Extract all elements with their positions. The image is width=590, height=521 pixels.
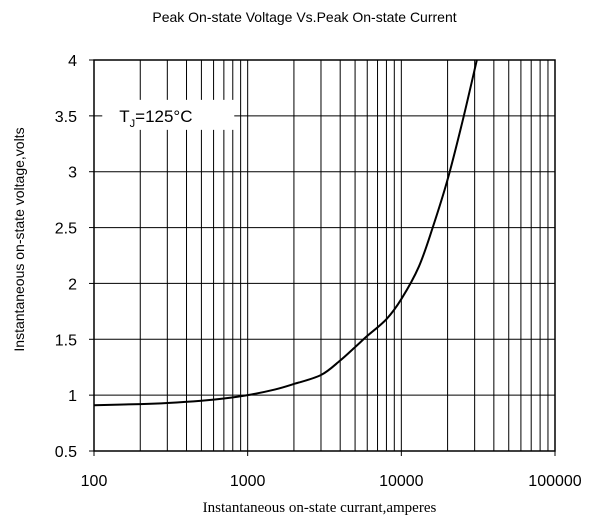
annotation-subscript: J [130,118,136,130]
annotation-base: T [119,107,129,126]
y-tick-label: 3 [68,165,77,182]
series-line [93,59,478,407]
chart-title: Peak On-state Voltage Vs.Peak On-state C… [152,9,456,25]
y-tick-label: 4 [68,53,77,70]
x-tick-label: 10000 [379,473,424,490]
axis-ticks: 100 1000 10000 100000 0.5 1 1.5 2 2.5 3 3.5 4 [55,53,582,490]
y-tick-label: 2 [68,276,77,293]
y-tick-label: 2.5 [55,221,77,238]
y-axis-label: Instantaneous on-state voltage,volts [11,127,27,351]
x-axis-label: Instantaneous on-state currant,amperes [203,500,437,516]
y-tick-label: 0.5 [55,444,77,461]
y-tick-label: 1 [68,388,77,405]
x-tick-label: 100000 [528,473,581,490]
temperature-annotation: TJ=125°C [102,99,235,130]
y-tick-label: 3.5 [55,109,77,126]
plot-frame [93,59,556,452]
annotation-value: =125°C [135,107,192,126]
svg-text:TJ=125°C: TJ=125°C [119,107,192,130]
x-tick-label: 1000 [230,473,266,490]
y-tick-label: 1.5 [55,332,77,349]
x-tick-label: 100 [81,473,108,490]
